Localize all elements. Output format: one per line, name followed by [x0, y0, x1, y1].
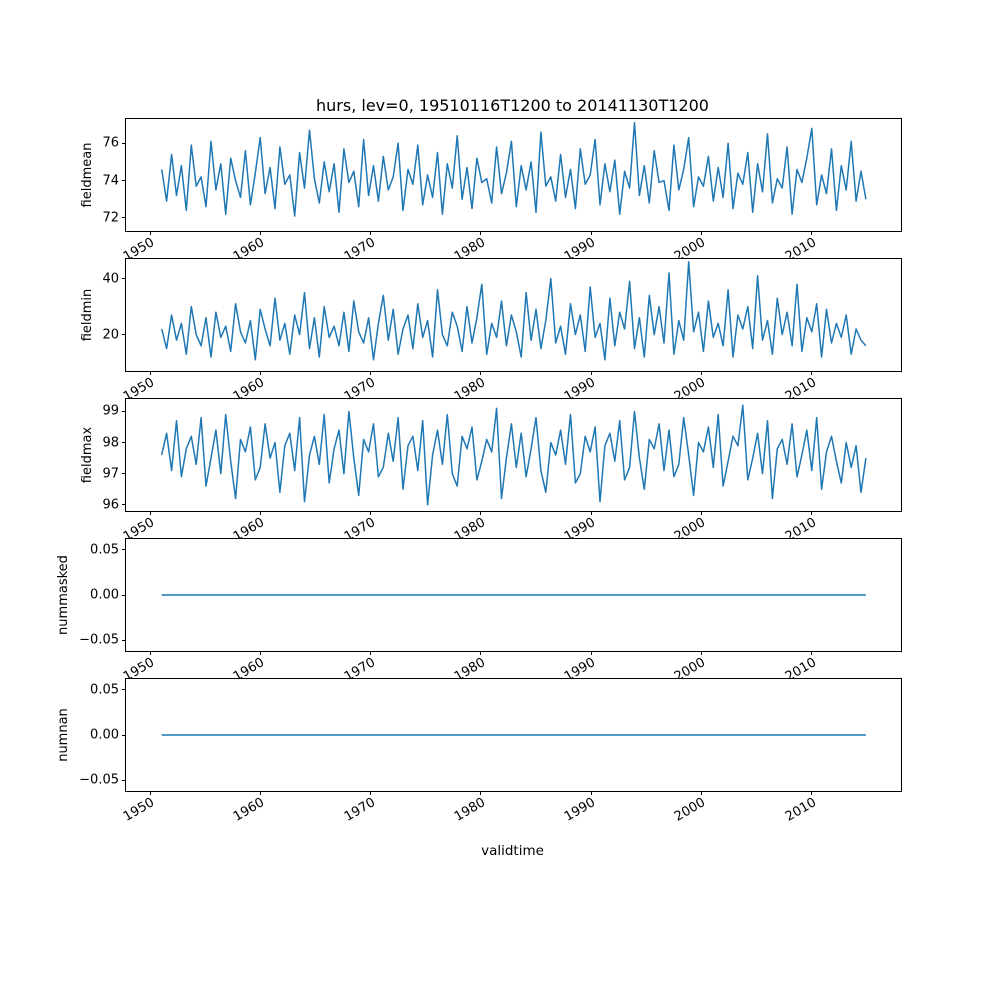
y-tick-label: 74 [102, 173, 119, 189]
y-tick-mark [122, 734, 126, 736]
x-tick-label: 2010 [782, 795, 819, 825]
x-tick-mark [259, 511, 261, 515]
x-tick-mark [480, 231, 482, 235]
y-tick-mark [122, 142, 126, 144]
x-tick-mark [700, 371, 702, 375]
x-tick-mark [259, 651, 261, 655]
x-tick-mark [700, 511, 702, 515]
subplot-fieldmax: 96 97 98 99 fieldmax 1950 1960 1970 1980 1990 2000… [80, 398, 902, 545]
x-tick-mark [811, 371, 813, 375]
y-tick-mark [122, 504, 126, 506]
x-tick-mark [370, 511, 372, 515]
x-tick-mark [700, 231, 702, 235]
y-tick-mark [122, 779, 126, 781]
y-tick-mark [122, 278, 126, 280]
x-tick-mark [590, 371, 592, 375]
y-tick-label: 99 [102, 403, 119, 419]
fieldmean-line [160, 121, 867, 217]
x-tick-mark [149, 791, 151, 795]
x-tick-mark [480, 651, 482, 655]
ylabel-fieldmean: fieldmean [80, 142, 95, 208]
x-tick-mark [700, 791, 702, 795]
x-tick-mark [370, 231, 372, 235]
x-tick-mark [480, 791, 482, 795]
y-tick-mark [122, 180, 126, 182]
x-tick-mark [811, 231, 813, 235]
x-tick-label: 2000 [672, 795, 709, 825]
y-tick-mark [122, 549, 126, 551]
y-tick-label: 40 [102, 271, 119, 287]
y-tick-label: 0.05 [90, 682, 119, 698]
numnan-line [161, 734, 866, 736]
x-tick-mark [480, 511, 482, 515]
x-tick-mark [149, 511, 151, 515]
nummasked-line [161, 594, 866, 596]
x-tick-label: 1970 [341, 795, 378, 825]
y-tick-mark [122, 442, 126, 444]
y-tick-mark [122, 473, 126, 475]
y-tick-label: 20 [102, 327, 119, 343]
y-tick-mark [122, 689, 126, 691]
x-tick-mark [590, 651, 592, 655]
y-tick-mark [122, 334, 126, 336]
x-tick-mark [259, 231, 261, 235]
x-tick-mark [590, 791, 592, 795]
y-tick-mark [122, 594, 126, 596]
x-tick-label: 1980 [451, 795, 488, 825]
x-tick-label: 1990 [562, 795, 599, 825]
subplot-numnan: −0.05 0.00 0.05 numnan 1950 1960 1970 1980 1990 2… [56, 678, 902, 825]
x-tick-mark [811, 511, 813, 515]
figure-title: hurs, lev=0, 19510116T1200 to 20141130T1… [316, 96, 709, 115]
x-tick-mark [480, 371, 482, 375]
ylabel-numnan: numnan [56, 708, 71, 762]
x-tick-label: 1960 [231, 795, 268, 825]
y-tick-label: 0.05 [90, 542, 119, 558]
x-tick-label: 1950 [121, 795, 158, 825]
x-tick-mark [370, 651, 372, 655]
y-tick-label: 96 [102, 497, 119, 513]
y-tick-label: 0.00 [90, 727, 119, 743]
ylabel-nummasked: nummasked [56, 555, 71, 635]
x-tick-mark [259, 791, 261, 795]
x-tick-mark [149, 371, 151, 375]
y-tick-label: 76 [102, 135, 119, 151]
x-axis-label: validtime [481, 843, 544, 859]
y-tick-label: −0.05 [79, 632, 119, 648]
x-tick-mark [700, 651, 702, 655]
ylabel-fieldmin: fieldmin [80, 288, 95, 342]
x-tick-mark [259, 371, 261, 375]
fieldmin-line [160, 261, 867, 361]
subplot-nummasked: −0.05 0.00 0.05 nummasked 1950 1960 1970 1980 19… [56, 538, 902, 685]
ylabel-fieldmax: fieldmax [80, 426, 95, 484]
y-tick-mark [122, 410, 126, 412]
x-tick-mark [149, 651, 151, 655]
x-tick-mark [149, 231, 151, 235]
x-tick-mark [590, 231, 592, 235]
y-tick-label: 97 [102, 466, 119, 482]
y-tick-label: 0.00 [90, 587, 119, 603]
y-tick-label: −0.05 [79, 772, 119, 788]
x-tick-mark [370, 791, 372, 795]
x-tick-mark [811, 651, 813, 655]
fieldmax-line [160, 404, 867, 506]
x-tick-mark [590, 511, 592, 515]
y-tick-label: 98 [102, 435, 119, 451]
y-tick-label: 72 [102, 210, 119, 226]
x-tick-mark [370, 371, 372, 375]
y-tick-mark [122, 217, 126, 219]
subplot-fieldmean: 72 74 76 fieldmean 1950 1960 1970 1980 1990 2000 2… [80, 118, 902, 265]
x-tick-mark [811, 791, 813, 795]
subplot-fieldmin: 20 40 fieldmin 1950 1960 1970 1980 1990 2000 2010 [80, 258, 902, 405]
y-tick-mark [122, 639, 126, 641]
